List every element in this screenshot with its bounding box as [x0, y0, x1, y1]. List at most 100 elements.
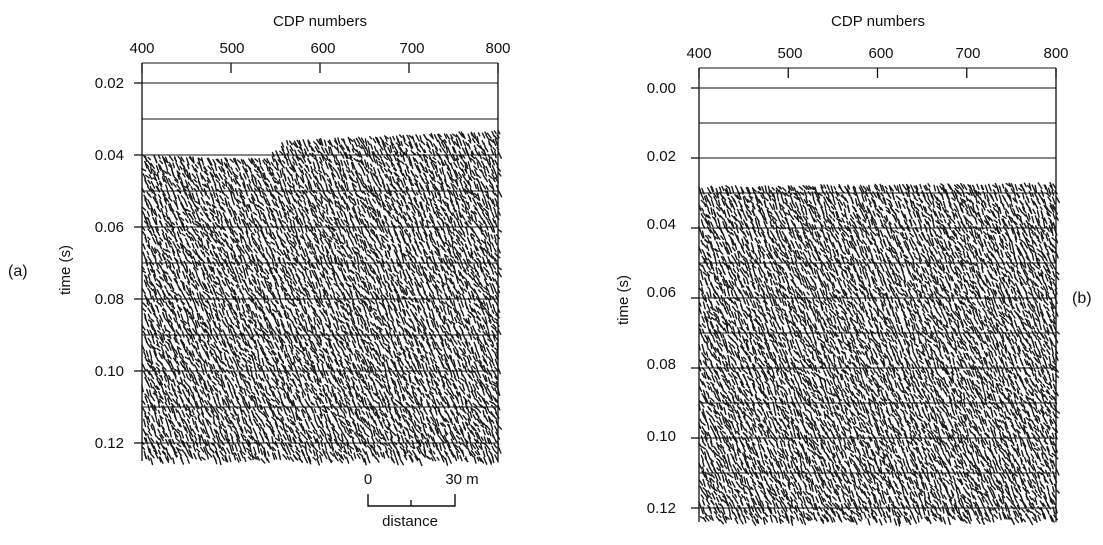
panel-a-x-tick-600: 600	[310, 40, 335, 57]
seismic-trace	[470, 132, 479, 464]
panel-a-top-axis-title: CDP numbers	[273, 13, 367, 30]
seismic-trace	[915, 185, 924, 523]
seismic-trace	[909, 184, 918, 520]
seismic-trace	[1028, 182, 1036, 526]
seismic-trace	[924, 184, 933, 523]
seismic-trace	[251, 157, 259, 460]
seismic-trace	[360, 137, 369, 463]
seismic-trace	[707, 185, 715, 520]
seismic-trace	[153, 155, 161, 459]
seismic-trace	[811, 186, 820, 520]
seismic-trace	[971, 184, 980, 519]
seismic-trace	[461, 133, 470, 463]
panel-a-x-tick-400: 400	[129, 40, 154, 57]
seismic-trace	[808, 186, 816, 521]
panel-b-y-tick-0.10: 0.10	[647, 428, 676, 445]
seismic-trace	[256, 157, 265, 461]
seismic-trace	[440, 133, 449, 461]
seismic-traces	[141, 129, 503, 467]
seismic-trace	[334, 137, 343, 462]
panel-a-y-tick-0.06: 0.06	[95, 219, 124, 236]
seismic-trace	[814, 186, 822, 522]
seismic-trace	[268, 155, 277, 460]
seismic-trace	[429, 132, 437, 462]
seismic-trace	[983, 184, 992, 522]
panel-b-top-axis-title: CDP numbers	[831, 13, 925, 30]
panel-b-x-tick-800: 800	[1043, 45, 1068, 62]
seismic-trace	[933, 185, 942, 519]
seismic-trace	[858, 184, 867, 520]
seismic-trace	[209, 159, 218, 462]
seismic-trace	[363, 138, 372, 466]
seismic-trace	[402, 135, 411, 461]
seismic-trace	[879, 184, 888, 518]
seismic-trace	[942, 184, 950, 525]
seismic-trace	[793, 187, 801, 521]
seismic-trace	[784, 185, 793, 524]
scale-bar-30m-label: 30 m	[445, 471, 478, 488]
seismic-trace	[345, 136, 355, 464]
panel-a-label: (a)	[8, 263, 28, 280]
panel-b-label: (b)	[1072, 290, 1092, 307]
seismic-trace	[998, 185, 1007, 520]
panel-a-scale-bar: 0 30 m distance	[364, 471, 479, 530]
seismic-trace	[995, 185, 1004, 521]
seismic-trace	[221, 157, 230, 462]
seismic-trace	[491, 130, 500, 464]
seismic-trace	[760, 186, 769, 525]
panel-a-y-tick-0.02: 0.02	[95, 75, 124, 92]
panel-a-x-tick-500: 500	[219, 40, 244, 57]
seismic-trace	[965, 184, 974, 524]
seismic-trace	[455, 131, 464, 460]
seismic-trace	[212, 158, 221, 465]
panel-b-x-tick-600: 600	[868, 45, 893, 62]
panel-b-seismic-section	[691, 67, 1060, 527]
panel-b: CDP numbers 400 500 600 700 800 0.00 0.0…	[615, 13, 1092, 527]
seismic-trace	[713, 187, 722, 522]
seismic-trace	[769, 186, 778, 520]
seismic-trace	[304, 140, 313, 465]
seismic-trace	[295, 139, 304, 462]
seismic-trace	[452, 134, 461, 462]
seismic-trace	[375, 137, 384, 458]
seismic-trace	[698, 186, 707, 520]
panel-b-y-tick-0.04: 0.04	[647, 216, 676, 233]
seismic-trace	[974, 183, 983, 525]
scale-bar-line	[367, 494, 456, 507]
panel-a-y-tick-0.08: 0.08	[95, 291, 124, 308]
seismic-trace	[742, 186, 751, 524]
seismic-trace	[446, 134, 455, 464]
seismic-trace	[989, 184, 998, 523]
seismic-trace	[968, 184, 977, 522]
panel-a: CDP numbers 400 500 600 700 800 0.02 0.0…	[8, 13, 511, 530]
seismic-trace	[882, 185, 891, 523]
seismic-trace	[417, 135, 425, 467]
seismic-trace	[725, 187, 733, 520]
seismic-trace	[162, 157, 170, 464]
seismic-trace	[832, 186, 840, 523]
seismic-trace	[482, 131, 491, 465]
seismic-trace	[479, 132, 488, 464]
seismic-trace	[310, 141, 319, 461]
seismic-trace	[357, 136, 366, 457]
seismic-trace	[182, 157, 191, 458]
seismic-trace	[727, 187, 736, 521]
seismic-trace	[846, 185, 855, 523]
seismic-trace	[826, 184, 835, 522]
panel-b-x-tick-700: 700	[955, 45, 980, 62]
seismic-traces	[698, 182, 1060, 527]
seismic-trace	[790, 185, 799, 526]
panel-b-y-tick-0.06: 0.06	[647, 284, 676, 301]
panel-a-x-tick-800: 800	[485, 40, 510, 57]
panel-b-x-tick-500: 500	[777, 45, 802, 62]
seismic-trace	[396, 134, 404, 459]
seismic-trace	[458, 131, 467, 462]
panel-a-y-tick-0.04: 0.04	[95, 147, 124, 164]
seismic-trace	[354, 137, 363, 459]
seismic-trace	[313, 138, 322, 459]
seismic-trace	[141, 155, 150, 459]
seismic-trace	[754, 187, 763, 524]
seismic-trace	[1043, 184, 1052, 520]
